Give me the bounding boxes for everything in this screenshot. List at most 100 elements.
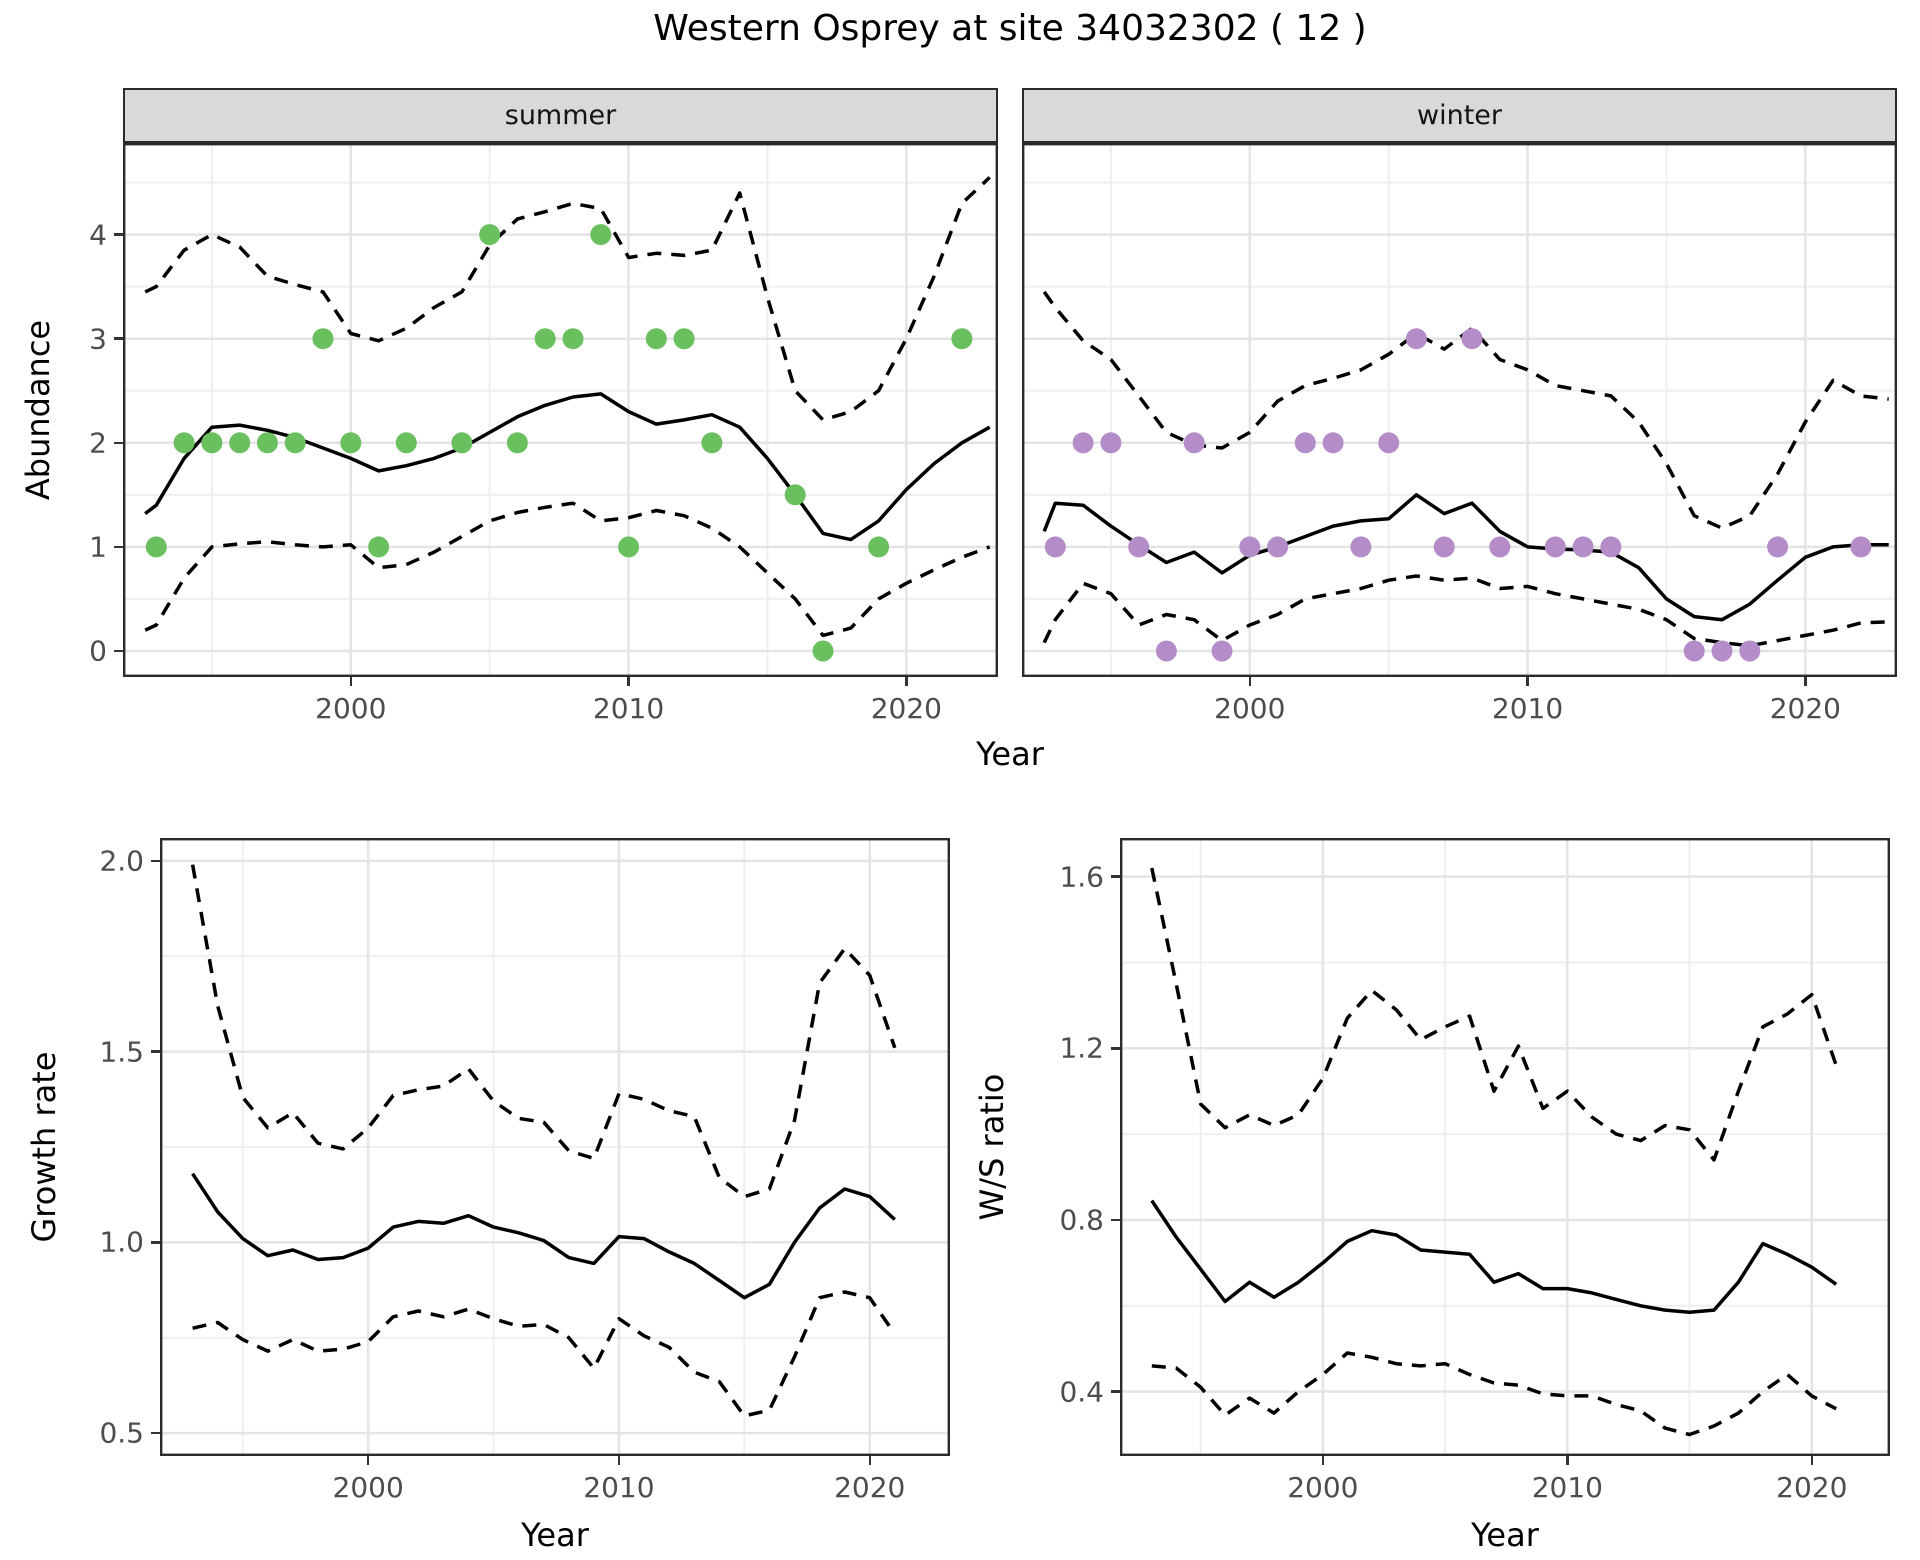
median-line (1042, 493, 1889, 622)
x-tick-label: 2010 (592, 692, 665, 725)
data-point (1267, 536, 1289, 558)
ci-upper-line (190, 864, 897, 1199)
data-point (479, 224, 501, 246)
data-point (1155, 640, 1177, 662)
data-point (1072, 432, 1094, 454)
data-point (534, 328, 556, 350)
y-tick-mark (114, 441, 123, 445)
growth-x-axis-title: Year (521, 1516, 589, 1554)
data-point (1683, 640, 1705, 662)
x-tick-mark (1804, 677, 1807, 686)
x-tick-label: 2020 (870, 692, 942, 725)
data-point (1850, 536, 1872, 558)
data-point (645, 328, 667, 350)
data-point (1489, 536, 1511, 558)
y-tick-label: 1.6 (1059, 860, 1104, 894)
data-point (1767, 536, 1789, 558)
x-tick-label: 2000 (1214, 692, 1286, 725)
x-tick-label: 2020 (834, 1471, 906, 1504)
y-tick-label: 2.0 (99, 844, 144, 878)
x-tick-mark (1810, 1456, 1814, 1465)
data-point (1433, 536, 1455, 558)
x-tick-label: 2000 (315, 692, 387, 725)
y-tick-label: 1.5 (99, 1035, 144, 1069)
ci-lower-line (1042, 574, 1889, 648)
y-tick-label: 1 (89, 530, 107, 564)
x-tick-label: 2000 (332, 1471, 404, 1504)
data-point (618, 536, 640, 558)
x-tick-mark (617, 1456, 621, 1465)
data-point (562, 328, 584, 350)
y-tick-mark (151, 1431, 160, 1435)
y-tick-mark (1111, 875, 1120, 878)
y-tick-label: 4 (89, 218, 107, 252)
ci-upper-line (1042, 290, 1889, 530)
data-point (1378, 432, 1400, 454)
abundance-x-axis-title: Year (976, 735, 1044, 773)
x-tick-mark (627, 677, 630, 686)
facet-strip-summer: summer (123, 88, 998, 143)
y-tick-mark (1111, 1047, 1120, 1050)
panel-background (1022, 143, 1897, 677)
x-tick-mark (1566, 1456, 1569, 1465)
x-tick-label: 2020 (1769, 692, 1841, 725)
y-tick-mark (1111, 1218, 1120, 1222)
data-point (1322, 432, 1344, 454)
x-tick-mark (349, 677, 353, 686)
y-tick-label: 0 (89, 634, 107, 668)
data-point (145, 536, 167, 558)
data-point (673, 328, 695, 350)
panel-border (160, 838, 950, 1456)
x-tick-mark (868, 1456, 872, 1465)
data-point (1405, 328, 1427, 350)
data-point (868, 536, 890, 558)
data-point (395, 432, 417, 454)
data-point (1600, 536, 1622, 558)
data-point (256, 432, 278, 454)
x-tick-mark (366, 1456, 370, 1465)
panel-border (1120, 838, 1890, 1456)
data-point (284, 432, 306, 454)
x-tick-label: 2010 (1491, 692, 1564, 725)
panel-abundance-winter (1022, 143, 1897, 677)
data-point (229, 432, 251, 454)
ci-lower-line (144, 501, 991, 638)
y-tick-mark (114, 233, 123, 236)
y-tick-mark (1111, 1390, 1120, 1393)
data-point (1572, 536, 1594, 558)
ci-lower-line (192, 1290, 897, 1418)
x-tick-mark (1526, 677, 1529, 686)
data-point (1350, 536, 1372, 558)
data-point (951, 328, 973, 350)
y-tick-label: 2 (89, 426, 107, 460)
data-point (312, 328, 334, 350)
y-tick-mark (151, 859, 160, 863)
panel-growth-rate (160, 838, 950, 1456)
chart-title: Western Osprey at site 34032302 ( 12 ) (653, 8, 1367, 49)
y-tick-mark (114, 545, 123, 549)
abundance-axis-title: Abundance (19, 319, 57, 501)
y-tick-mark (151, 1241, 160, 1244)
data-point (784, 484, 806, 506)
x-tick-label: 2010 (583, 1471, 655, 1504)
data-point (812, 640, 834, 662)
panel-background (123, 143, 998, 677)
x-tick-label: 2000 (1287, 1471, 1359, 1504)
panel-border (123, 143, 998, 677)
data-point (1711, 640, 1733, 662)
x-tick-mark (1321, 1456, 1325, 1465)
facet-strip-winter: winter (1022, 88, 1897, 143)
y-tick-mark (114, 337, 123, 340)
ci-upper-line (144, 176, 991, 422)
median-line (191, 1172, 896, 1300)
data-point (1183, 432, 1205, 454)
facet-strip-summer-label: summer (504, 100, 617, 131)
data-point (451, 432, 473, 454)
data-point (1239, 536, 1261, 558)
data-point (590, 224, 612, 246)
data-point (201, 432, 223, 454)
y-tick-label: 1.0 (99, 1225, 144, 1259)
y-tick-label: 0.5 (99, 1416, 144, 1450)
plot-area (1120, 838, 1890, 1456)
growth-axis-title: Growth rate (25, 1051, 63, 1243)
